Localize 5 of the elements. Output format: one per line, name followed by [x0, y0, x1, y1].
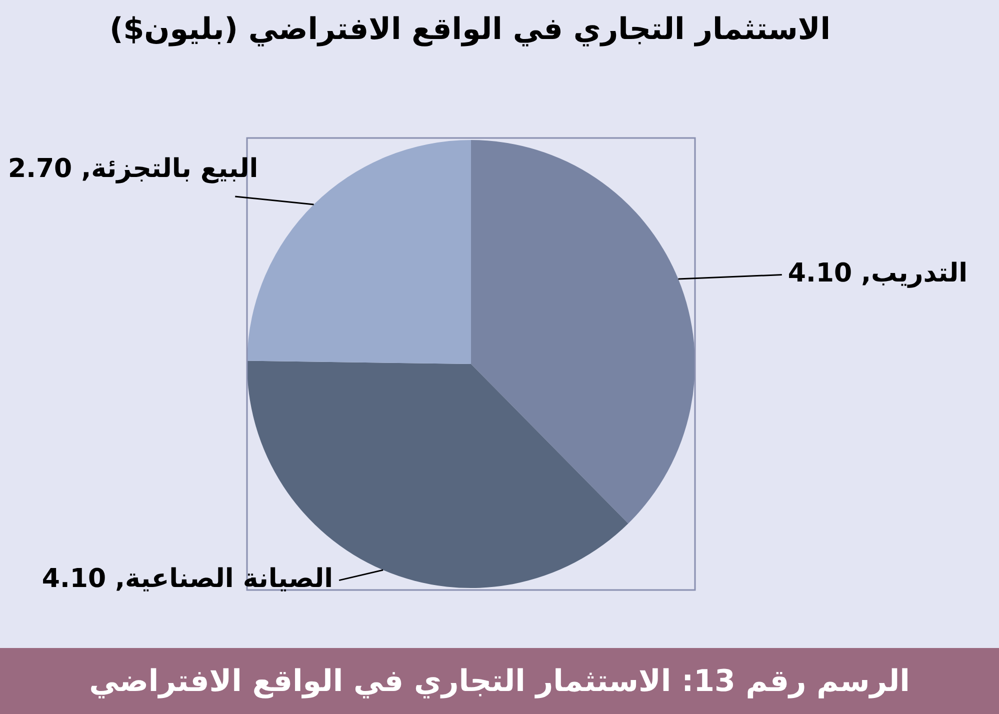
slice-label: البيع بالتجزئة, 2.70: [8, 154, 258, 184]
text: الرسم رقم 13: الاستثمار التجاري في الواقع الافتراضي: [0, 648, 999, 714]
slice-label: التدريب, 4.10: [788, 258, 968, 289]
slice-label: الصيانة الصناعية, 4.10: [42, 564, 334, 594]
chart-title: الاستثمار التجاري في الواقع الافتراضي (بليون$): [108, 12, 832, 47]
